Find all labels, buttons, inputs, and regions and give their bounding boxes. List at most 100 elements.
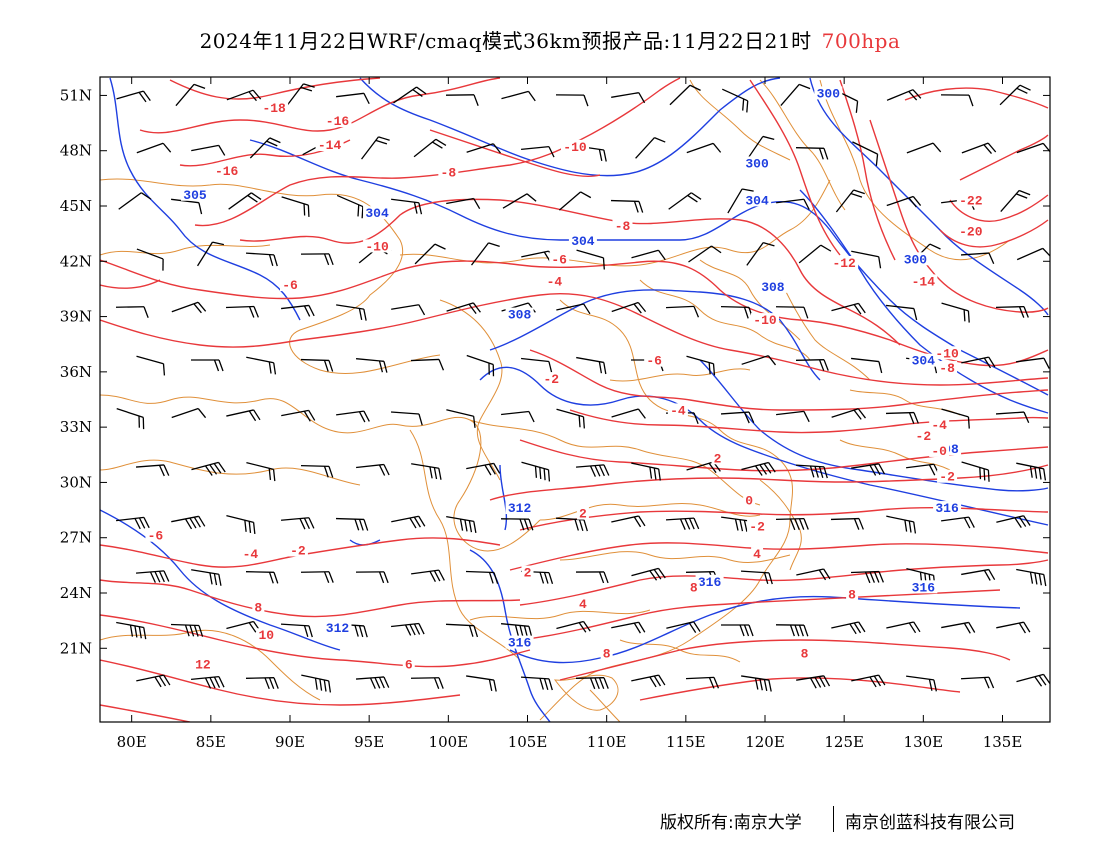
wind-barb bbox=[466, 143, 502, 154]
contour-label-bg bbox=[145, 528, 166, 542]
wind-barb bbox=[960, 676, 995, 689]
contour-label-bg bbox=[751, 313, 779, 327]
contour-label-bg bbox=[695, 574, 724, 588]
temperature-contour-label: -6 bbox=[551, 252, 567, 267]
lon-tick-label: 80E bbox=[117, 733, 147, 751]
wind-barb bbox=[521, 145, 555, 158]
wind-barb bbox=[500, 518, 534, 531]
wind-barb bbox=[501, 90, 536, 102]
wind-barb bbox=[611, 92, 646, 104]
wind-barb bbox=[116, 516, 150, 530]
contour-label-bg bbox=[846, 587, 859, 601]
temperature-contour-label: 8 bbox=[254, 601, 262, 616]
wind-barb bbox=[300, 358, 334, 372]
longitude-tick-labels: 80E 85E 90E 95E 100E 105E 110E 115E 120E 125E 130E… bbox=[117, 733, 1023, 751]
wind-barb bbox=[995, 411, 1030, 424]
temperature-contour-label: 8 bbox=[690, 580, 698, 595]
height-contour-label: 300 bbox=[817, 86, 841, 101]
wind-barb bbox=[851, 357, 883, 374]
wind-barb bbox=[830, 517, 864, 530]
wind-barb bbox=[466, 675, 497, 692]
wind-barb bbox=[996, 621, 1031, 634]
wind-barb bbox=[961, 461, 990, 482]
temperature-contour-label: -12 bbox=[832, 256, 856, 271]
wind-barb bbox=[775, 306, 809, 319]
wind-barb bbox=[136, 355, 166, 376]
temperature-contour-label: -4 bbox=[547, 274, 563, 289]
wind-barb bbox=[1016, 357, 1050, 369]
contour-label-bg bbox=[576, 506, 589, 520]
contour-label-bg bbox=[402, 657, 415, 671]
wind-barb bbox=[410, 677, 444, 689]
wind-barb bbox=[1016, 568, 1047, 587]
wind-barb bbox=[414, 243, 446, 265]
wind-barb bbox=[245, 677, 279, 690]
contour-label-bg bbox=[909, 274, 938, 288]
wind-barb bbox=[556, 620, 591, 633]
wind-barb bbox=[361, 136, 390, 160]
wind-barb bbox=[831, 621, 866, 635]
wind-barb bbox=[196, 241, 225, 267]
wind-barb bbox=[885, 411, 919, 424]
wind-barb bbox=[941, 302, 970, 323]
contour-label-bg bbox=[644, 353, 665, 367]
wind-barb bbox=[611, 621, 646, 634]
contour-label-bg bbox=[711, 451, 724, 465]
wind-barb bbox=[445, 623, 479, 638]
temperature-contour-label: -18 bbox=[262, 101, 286, 116]
temperature-contour-label: -22 bbox=[959, 193, 983, 208]
wind-barb bbox=[465, 570, 499, 584]
temperature-contour-label: -2 bbox=[939, 470, 955, 485]
temperature-contour-label: -2 bbox=[916, 429, 932, 444]
wind-barb bbox=[136, 674, 171, 688]
temperature-contour-label: -20 bbox=[959, 225, 983, 240]
wind-barb bbox=[555, 94, 589, 107]
wind-barb bbox=[611, 408, 646, 419]
wind-barb bbox=[961, 568, 996, 581]
contour-label-bg bbox=[814, 86, 843, 100]
temperature-contour-label: -10 bbox=[563, 140, 587, 155]
wind-barb bbox=[281, 409, 316, 422]
height-contour-label: 312 bbox=[326, 621, 350, 636]
lon-tick-label: 100E bbox=[429, 733, 469, 751]
wind-barb bbox=[246, 461, 276, 482]
wind-barb bbox=[852, 141, 879, 166]
temperature-contour-label: -16 bbox=[326, 114, 350, 129]
contour-label-bg bbox=[612, 219, 633, 233]
lon-tick-label: 130E bbox=[904, 733, 944, 751]
wind-barb bbox=[556, 408, 585, 429]
temperature-contour-label: 2 bbox=[714, 451, 722, 466]
temperature-contour-label: 8 bbox=[603, 647, 611, 662]
wind-barb bbox=[886, 515, 917, 534]
lat-tick-label: 30N bbox=[60, 473, 92, 491]
footer-separator bbox=[833, 806, 834, 832]
wind-barb bbox=[906, 142, 942, 154]
wind-barb bbox=[575, 571, 609, 584]
title-level: 700hpa bbox=[821, 29, 901, 53]
wind-barb bbox=[281, 196, 310, 217]
height-contour-label: 312 bbox=[508, 501, 532, 516]
wind-barb bbox=[410, 358, 445, 371]
contour-label-bg bbox=[181, 187, 209, 201]
wind-barb bbox=[226, 515, 256, 535]
map-plot-area: 3003003043043043053003083083043083123123… bbox=[100, 77, 1050, 722]
wind-barb bbox=[502, 193, 537, 209]
wind-barb bbox=[631, 567, 666, 581]
height-contour-label: 308 bbox=[761, 280, 785, 295]
temperature-contour-label: -10 bbox=[753, 313, 777, 328]
wind-barb bbox=[136, 248, 164, 271]
wind-barb bbox=[301, 674, 332, 693]
lat-tick-label: 24N bbox=[60, 584, 92, 602]
wind-barb bbox=[686, 355, 716, 376]
wind-barb bbox=[171, 301, 207, 314]
lon-tick-label: 85E bbox=[196, 733, 226, 751]
wind-barb bbox=[995, 305, 1029, 318]
contour-label-bg bbox=[323, 114, 352, 128]
wind-barb bbox=[685, 676, 720, 689]
wind-barb bbox=[300, 571, 334, 583]
contour-label-bg bbox=[687, 580, 700, 594]
copyright-text: 版权所有:南京大学 bbox=[660, 813, 802, 833]
temperature-contour-label: -2 bbox=[543, 372, 559, 387]
wind-barb bbox=[191, 675, 225, 689]
contour-label-bg bbox=[576, 596, 589, 610]
